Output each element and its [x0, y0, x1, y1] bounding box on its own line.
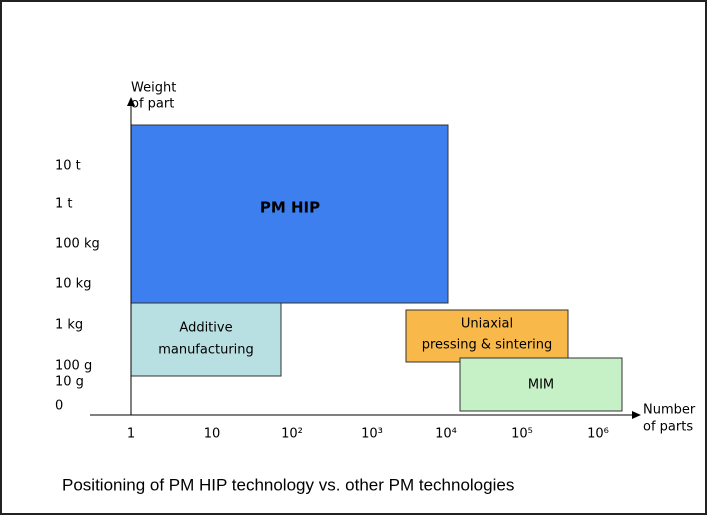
- y-tick-label: 10 g: [55, 375, 84, 390]
- mim-box: [459, 357, 623, 412]
- additive-box: [130, 302, 282, 377]
- region-label: Additive: [179, 321, 232, 336]
- region-label: pressing & sintering: [422, 338, 553, 353]
- region-label: MIM: [528, 378, 554, 393]
- x-axis-label: Number: [643, 403, 696, 418]
- pm-hip-box: [130, 124, 449, 304]
- region-label: manufacturing: [158, 343, 254, 358]
- y-tick-label: 1 kg: [55, 318, 83, 333]
- x-arrow: [632, 411, 641, 419]
- x-tick-label: 10⁵: [511, 427, 533, 442]
- y-tick-label: 10 t: [55, 159, 81, 174]
- x-axis-label: of parts: [643, 420, 693, 435]
- y-tick-label: 100 g: [55, 359, 92, 374]
- x-tick-label: 10⁴: [435, 427, 457, 442]
- y-tick-label: 0: [55, 399, 63, 414]
- x-tick-label: 1: [127, 427, 135, 442]
- y-tick-label: 100 kg: [55, 237, 100, 252]
- region-label: PM HIP: [260, 199, 320, 217]
- caption: Positioning of PM HIP technology vs. oth…: [62, 475, 514, 494]
- x-tick-label: 10³: [361, 427, 383, 442]
- y-axis-label: Weight: [131, 81, 176, 96]
- region-label: Uniaxial: [461, 317, 513, 332]
- x-tick-label: 10²: [281, 427, 303, 442]
- x-tick-label: 10: [204, 427, 221, 442]
- y-tick-label: 10 kg: [55, 277, 91, 292]
- uniaxial-box: [405, 309, 569, 363]
- y-axis-label: of part: [131, 97, 174, 112]
- y-tick-label: 1 t: [55, 197, 73, 212]
- y-arrow: [127, 97, 135, 106]
- x-tick-label: 10⁶: [587, 427, 609, 442]
